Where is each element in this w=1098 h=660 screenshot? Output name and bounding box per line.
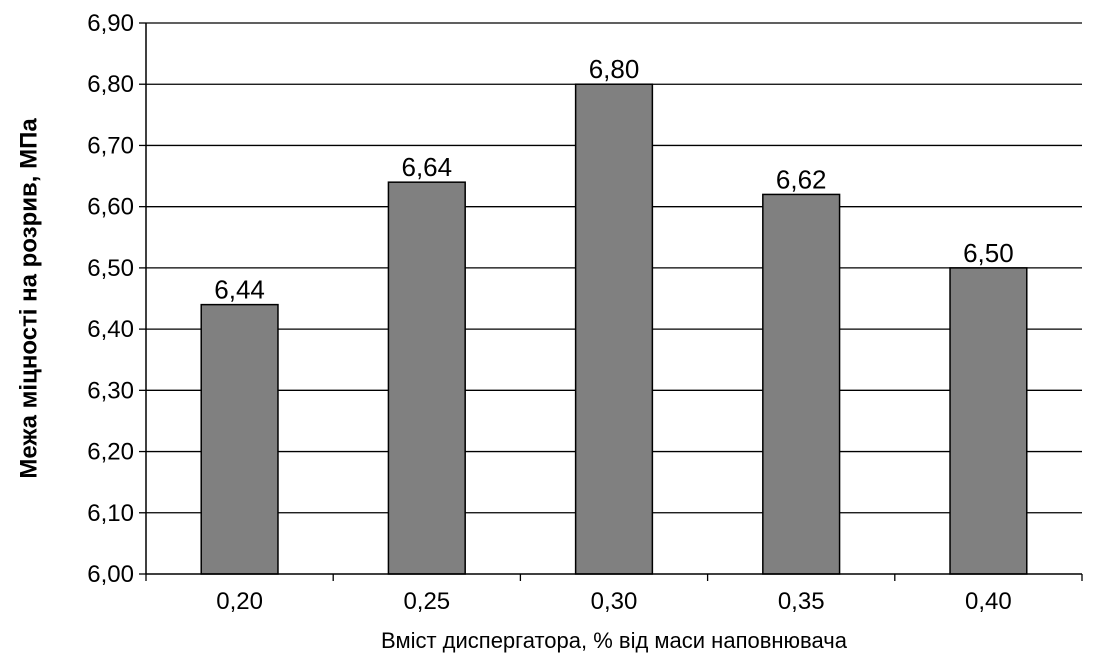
data-label: 6,80 [589,54,640,84]
x-tick-label: 0,25 [403,588,450,615]
y-tick-label: 6,10 [87,500,134,527]
bar [574,83,654,575]
bar [762,193,841,575]
bar [387,181,466,575]
bar [949,267,1028,575]
data-label: 6,44 [214,275,265,305]
x-tick-label: 0,20 [216,588,263,615]
bar [200,303,279,575]
y-tick-label: 6,50 [87,255,134,282]
y-tick-label: 6,60 [87,194,134,221]
data-label: 6,64 [401,152,452,182]
x-tick-label: 0,30 [591,588,638,615]
x-tick-label: 0,40 [965,588,1012,615]
data-label: 6,50 [963,238,1014,268]
y-tick-label: 6,70 [87,132,134,159]
y-tick-label: 6,90 [87,10,134,37]
y-tick-label: 6,40 [87,316,134,343]
y-tick-label: 6,00 [87,561,134,588]
x-axis-title: Вміст диспергатора, % від маси наповнюва… [381,628,848,653]
y-tick-label: 6,80 [87,71,134,98]
y-tick-label: 6,20 [87,439,134,466]
y-tick-label: 6,30 [87,377,134,404]
bars [200,83,1028,575]
data-label: 6,62 [776,164,827,194]
axes [139,22,1083,581]
y-axis-title: Межа міцності на розрив, МПа [15,118,42,479]
x-tick-label: 0,35 [778,588,825,615]
labels: 6,00 6,10 6,20 6,30 6,40 6,50 6,60 6,70 6,80 6,90… [87,10,1013,615]
